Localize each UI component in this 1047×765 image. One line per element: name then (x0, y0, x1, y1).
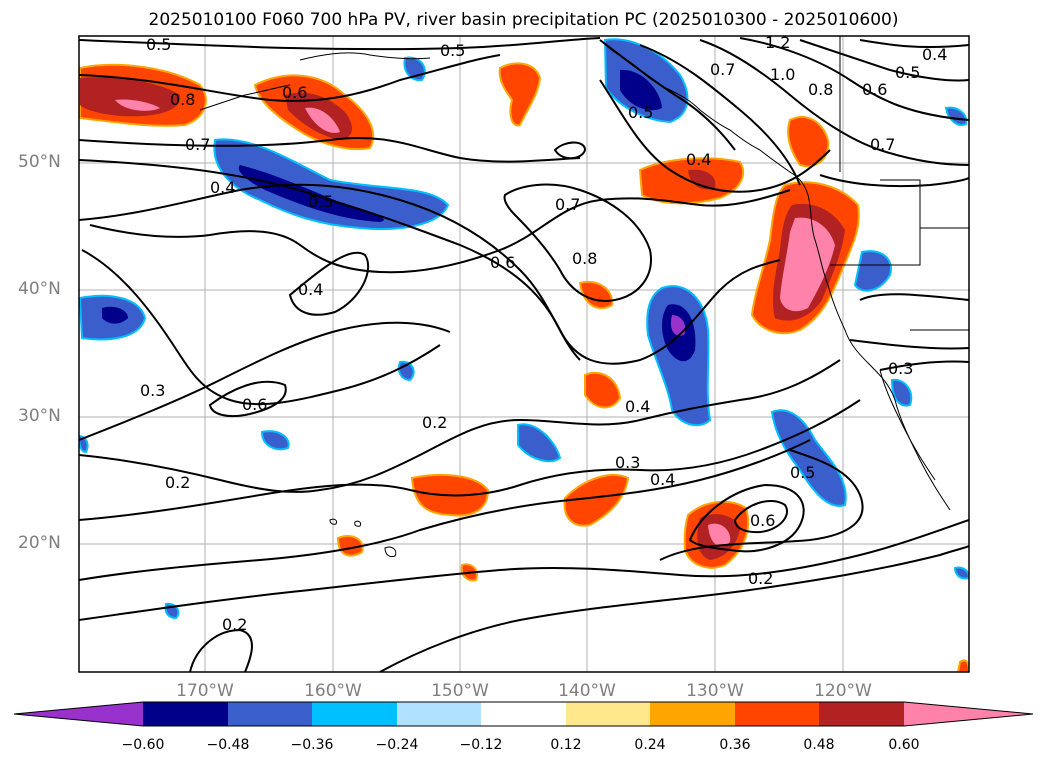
lon-label: 150°W (431, 681, 489, 701)
colorbar-tick-label: −0.36 (290, 737, 334, 753)
colorbar-outline (13, 701, 1034, 727)
colorbar-bin (735, 702, 819, 726)
contour-label: 0.2 (422, 413, 447, 432)
contour-label: 0.4 (922, 45, 947, 64)
pv-contours (79, 37, 969, 672)
colorbar-tick-label: 0.48 (803, 737, 835, 753)
colorbar-tick-label: 0.36 (719, 737, 751, 753)
contour-label: 0.3 (140, 381, 165, 400)
colorbar-bin (819, 702, 904, 726)
colorbar-tick-label: −0.60 (121, 737, 165, 753)
colorbar-bin (481, 702, 566, 726)
contour-label: 0.5 (146, 35, 171, 54)
lat-label: 30°N (18, 406, 61, 426)
lon-label: 130°W (686, 681, 744, 701)
colorbar-bin (397, 702, 481, 726)
colorbar (13, 701, 1034, 727)
colorbar-tick-label: −0.12 (459, 737, 503, 753)
contour-label: 0.8 (808, 80, 833, 99)
lon-label: 160°W (304, 681, 362, 701)
colorbar-tick-label: 0.24 (634, 737, 666, 753)
contour-label: 0.4 (686, 150, 711, 169)
contour-label: 0.8 (170, 90, 195, 109)
contour-label: 0.5 (790, 463, 815, 482)
contour-label: 0.6 (750, 511, 775, 530)
contour-label: 0.2 (748, 569, 773, 588)
contour-label: 0.7 (185, 135, 210, 154)
contour-label: 0.7 (555, 195, 580, 214)
colorbar-tick-label: 0.12 (550, 737, 582, 753)
colorbar-tick-label: −0.24 (375, 737, 419, 753)
colorbar-bin (566, 702, 650, 726)
lon-label: 140°W (558, 681, 616, 701)
contour-label: 0.4 (210, 178, 235, 197)
coastlines (199, 36, 969, 558)
lat-label: 40°N (18, 279, 61, 299)
contour-label: 0.6 (282, 83, 307, 102)
contour-label: 0.6 (862, 80, 887, 99)
contour-label: 0.6 (490, 253, 515, 272)
lon-label: 170°W (176, 681, 234, 701)
contour-label: 0.5 (308, 192, 333, 211)
contour-label: 0.4 (625, 397, 650, 416)
contour-label: 0.5 (628, 103, 653, 122)
colorbar-overflow-triangle (904, 702, 1033, 726)
contour-label: 0.5 (440, 41, 465, 60)
contour-label: 0.2 (165, 473, 190, 492)
contour-label: 0.3 (615, 453, 640, 472)
contour-label: 0.5 (895, 63, 920, 82)
map-frame (78, 35, 970, 673)
contour-label: 0.4 (298, 280, 323, 299)
colorbar-bin (312, 702, 397, 726)
contour-label: 0.7 (870, 135, 895, 154)
colorbar-underflow-triangle (14, 702, 143, 726)
lat-label: 50°N (18, 152, 61, 172)
contour-label: 0.2 (222, 615, 247, 634)
positive-precip-shading (79, 62, 969, 672)
contour-label: 0.4 (650, 470, 675, 489)
contour-label: 1.0 (770, 65, 795, 84)
map-title: 2025010100 F060 700 hPa PV, river basin … (148, 10, 899, 30)
contour-label: 0.8 (572, 249, 597, 268)
colorbar-tick-label: −0.48 (206, 737, 250, 753)
colorbar-bin (143, 702, 228, 726)
negative-precip-shading (79, 38, 969, 620)
contour-label: 0.7 (710, 60, 735, 79)
contour-label: 0.3 (888, 359, 913, 378)
contour-label: 1.2 (765, 33, 790, 52)
contour-label: 0.6 (242, 395, 267, 414)
lon-label: 120°W (814, 681, 872, 701)
colorbar-bin (228, 702, 312, 726)
contour-labels: 0.5 0.8 0.6 0.7 0.4 0.5 0.5 0.5 0.7 1.2 … (140, 33, 947, 634)
colorbar-bin (650, 702, 735, 726)
colorbar-tick-label: 0.60 (888, 737, 920, 753)
lat-label: 20°N (18, 533, 61, 553)
